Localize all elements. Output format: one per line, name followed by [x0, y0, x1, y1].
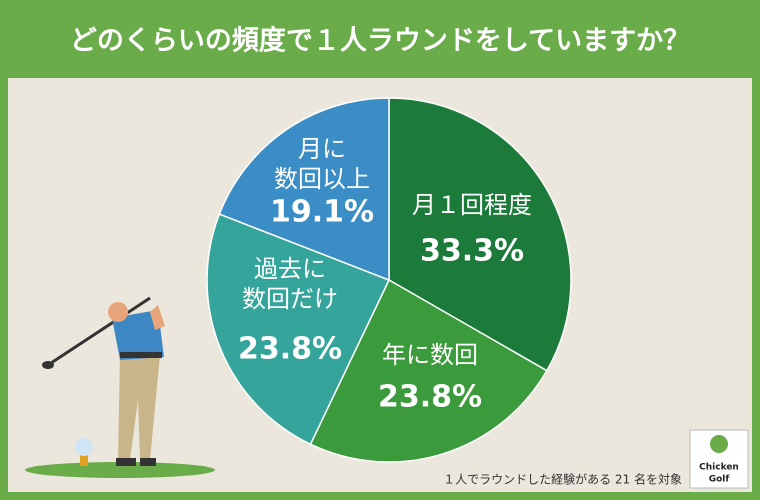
slice-label: 月１回程度	[412, 191, 532, 219]
pie-slice	[388, 97, 572, 372]
value-label: 19.1%	[270, 195, 374, 230]
chart-title: どのくらいの頻度で１人ラウンドをしていますか？	[70, 25, 690, 57]
logo-icon	[710, 435, 728, 453]
logo-text: Golf	[709, 475, 730, 485]
note: １人でラウンドした経験がある 21 名を対象	[443, 472, 682, 487]
slice-label: 過去に数回だけ	[242, 255, 338, 313]
pie-slice	[218, 97, 390, 282]
pie-slice	[309, 278, 548, 463]
slice-label: 月に数回以上	[274, 135, 370, 193]
golfer	[25, 296, 215, 478]
value-label: 23.8%	[378, 380, 482, 415]
pie-slice	[206, 213, 391, 446]
logo-text: Chicken	[699, 463, 739, 473]
value-label: 33.3%	[420, 234, 524, 269]
logo: Chicken Golf	[689, 429, 749, 489]
slice-label: 年に数回	[382, 341, 478, 369]
value-label: 23.8%	[238, 332, 342, 367]
